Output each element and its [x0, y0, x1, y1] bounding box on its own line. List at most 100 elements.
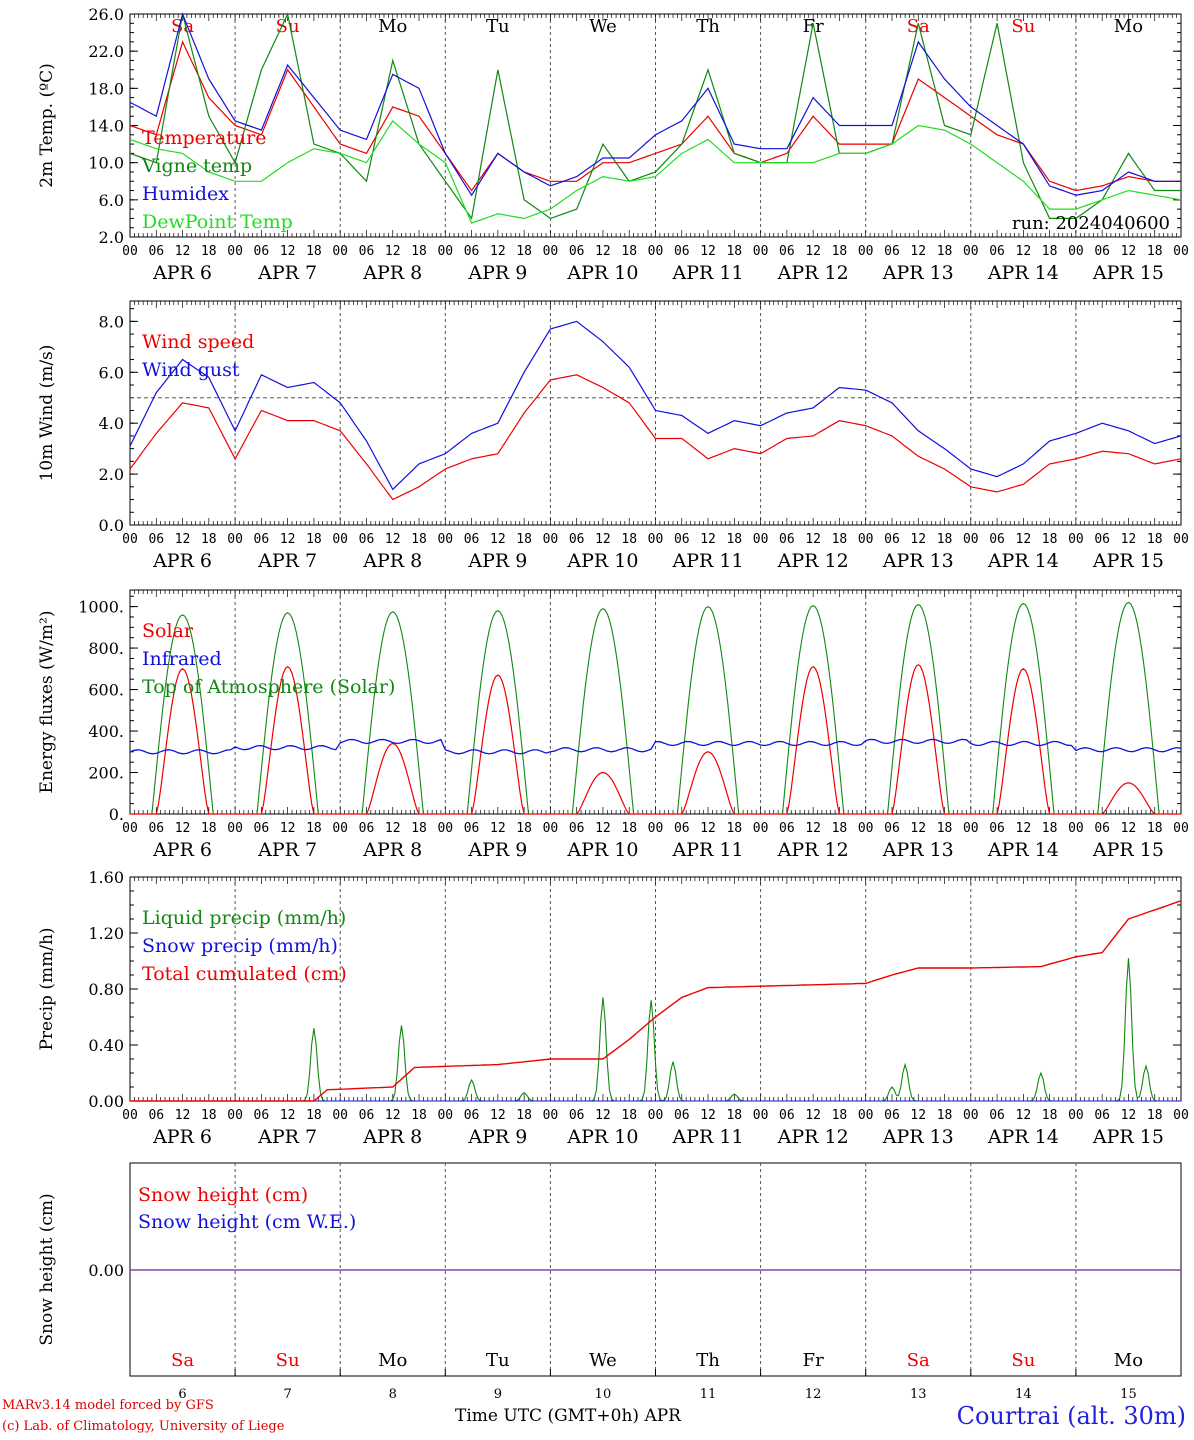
hour-tick-label: 00: [122, 532, 138, 547]
y-tick-label: 22.0: [88, 42, 124, 61]
hour-tick-label: 12: [805, 532, 821, 547]
date-label: APR 15: [1092, 550, 1164, 572]
date-label: APR 10: [566, 262, 638, 284]
hour-tick-label: 12: [175, 1108, 191, 1123]
legend-item: DewPoint Temp: [142, 211, 293, 233]
panel-frame-energy: [129, 589, 1182, 815]
hour-tick-label: 00: [963, 1108, 979, 1123]
day-label: Mo: [1114, 1350, 1143, 1371]
hour-tick-label: 12: [700, 532, 716, 547]
legend-item: Snow height (cm): [138, 1184, 308, 1206]
day-label: Mo: [378, 16, 407, 37]
series-line-dewpoint-temp: [129, 119, 1182, 224]
hour-tick-label: 00: [648, 244, 664, 259]
hour-tick-label: 06: [569, 244, 585, 259]
day-label: We: [589, 1350, 617, 1371]
legend-item: Infrared: [142, 648, 222, 670]
hour-tick-label: 12: [385, 1108, 401, 1123]
hour-tick-label: 18: [1147, 532, 1163, 547]
hour-tick-label: 06: [674, 244, 690, 259]
hour-tick-label: 06: [359, 244, 375, 259]
hour-tick-label: 18: [411, 532, 427, 547]
hour-tick-label: 06: [254, 244, 270, 259]
hour-tick-label: 06: [884, 244, 900, 259]
hour-tick-label: 12: [595, 821, 611, 836]
hour-tick-label: 00: [332, 821, 348, 836]
station-title: Courtrai (alt. 30m): [956, 1402, 1186, 1430]
legend-item: Temperature: [142, 127, 266, 149]
hour-tick-label: 12: [1121, 821, 1137, 836]
hour-tick-label: 12: [1016, 1108, 1032, 1123]
hour-tick-label: 18: [201, 1108, 217, 1123]
hour-tick-label: 06: [569, 1108, 585, 1123]
hour-tick-label: 06: [989, 532, 1005, 547]
hour-tick-label: 18: [621, 244, 637, 259]
hour-tick-label: 12: [385, 532, 401, 547]
date-number-label: 6: [178, 1387, 186, 1402]
hour-tick-label: 00: [437, 1108, 453, 1123]
date-label: APR 6: [152, 262, 212, 284]
hour-tick-label: 00: [332, 244, 348, 259]
date-label: APR 11: [672, 262, 744, 284]
date-label: APR 7: [257, 1126, 317, 1148]
date-label: APR 14: [987, 262, 1059, 284]
hour-tick-label: 12: [1016, 532, 1032, 547]
date-label: APR 8: [362, 1126, 422, 1148]
y-tick-label: 200.: [88, 764, 124, 783]
hour-tick-label: 00: [437, 532, 453, 547]
y-axis-label: Energy fluxes (W/m²): [37, 611, 57, 794]
y-tick-label: 400.: [88, 722, 124, 741]
hour-tick-label: 06: [148, 244, 164, 259]
hour-tick-label: 00: [1173, 532, 1189, 547]
day-label: Th: [696, 1350, 720, 1371]
hour-tick-label: 06: [779, 821, 795, 836]
date-label: APR 15: [1092, 1126, 1164, 1148]
y-tick-label: 10.0: [88, 154, 124, 173]
date-label: APR 8: [362, 550, 422, 572]
y-tick-label: 600.: [88, 681, 124, 700]
date-label: APR 15: [1092, 839, 1164, 861]
hour-tick-label: 18: [1042, 244, 1058, 259]
day-label: Sa: [171, 1350, 194, 1371]
date-label: APR 9: [467, 1126, 527, 1148]
y-tick-label: 1.60: [88, 868, 124, 887]
hour-tick-label: 18: [201, 821, 217, 836]
hour-tick-label: 12: [1016, 244, 1032, 259]
hour-tick-label: 06: [1094, 821, 1110, 836]
date-label: APR 8: [362, 262, 422, 284]
day-label: Tu: [486, 1350, 510, 1371]
hour-tick-label: 06: [464, 821, 480, 836]
day-label: Mo: [1114, 16, 1143, 37]
date-label: APR 12: [777, 839, 849, 861]
legend-item: Snow height (cm W.E.): [138, 1211, 356, 1233]
date-label: APR 10: [566, 1126, 638, 1148]
day-label: Th: [696, 16, 720, 37]
date-label: APR 13: [882, 839, 954, 861]
day-label: Fr: [803, 1350, 824, 1371]
hour-tick-label: 18: [832, 244, 848, 259]
hour-tick-label: 12: [910, 821, 926, 836]
legend-item: Top of Atmosphere (Solar): [142, 676, 395, 698]
hour-tick-label: 06: [148, 821, 164, 836]
hour-tick-label: 18: [411, 244, 427, 259]
hour-tick-label: 12: [490, 821, 506, 836]
date-label: APR 6: [152, 1126, 212, 1148]
hour-tick-label: 18: [1147, 821, 1163, 836]
date-number-label: 11: [700, 1387, 717, 1402]
run-label: run: 2024040600: [1012, 213, 1170, 234]
hour-tick-label: 00: [963, 244, 979, 259]
y-tick-label: 0.40: [88, 1036, 124, 1055]
date-label: APR 7: [257, 550, 317, 572]
legend-item: Liquid precip (mm/h): [142, 907, 346, 929]
hour-tick-label: 12: [280, 1108, 296, 1123]
day-label: Sa: [907, 16, 930, 37]
series-line-wind-gust: [129, 320, 1182, 491]
hour-tick-label: 00: [543, 821, 559, 836]
hour-tick-label: 12: [490, 244, 506, 259]
y-tick-label: 800.: [88, 639, 124, 658]
hour-tick-label: 18: [516, 244, 532, 259]
hour-tick-label: 06: [464, 1108, 480, 1123]
hour-tick-label: 12: [805, 821, 821, 836]
date-label: APR 7: [257, 839, 317, 861]
hour-tick-label: 18: [621, 821, 637, 836]
